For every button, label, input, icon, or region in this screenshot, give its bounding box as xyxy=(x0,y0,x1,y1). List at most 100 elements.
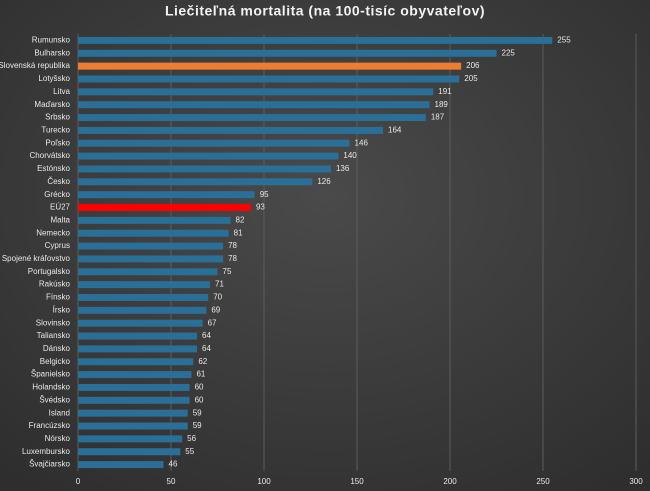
bar xyxy=(78,126,384,134)
bar xyxy=(78,139,350,147)
bar xyxy=(78,36,553,44)
value-label: 56 xyxy=(187,434,196,443)
y-tick-label: Belgicko xyxy=(40,357,71,366)
y-tick-label: Malta xyxy=(50,215,70,224)
value-label: 95 xyxy=(260,190,269,199)
bar xyxy=(78,409,188,417)
value-label: 61 xyxy=(196,370,205,379)
y-tick-label: Švajčiarsko xyxy=(29,460,70,469)
bar xyxy=(78,165,331,173)
y-tick-label: Portugalsko xyxy=(28,267,71,276)
bar xyxy=(78,152,339,160)
bar xyxy=(78,88,434,96)
bar xyxy=(78,396,190,404)
bar xyxy=(78,255,224,263)
x-tick-label: 50 xyxy=(167,477,176,486)
value-label: 82 xyxy=(236,215,245,224)
y-tick-label: Holandsko xyxy=(32,383,70,392)
y-tick-label: Srbsko xyxy=(45,113,70,122)
x-tick-label: 150 xyxy=(350,477,364,486)
y-tick-label: Nemecko xyxy=(36,228,70,237)
value-label: 140 xyxy=(343,151,357,160)
bar xyxy=(78,242,224,250)
x-tick-label: 100 xyxy=(257,477,271,486)
bar xyxy=(78,319,203,327)
value-label: 225 xyxy=(502,48,516,57)
value-label: 93 xyxy=(256,203,265,212)
bar xyxy=(78,191,255,199)
value-label: 59 xyxy=(193,421,202,430)
y-tick-label: Nórsko xyxy=(45,434,71,443)
x-tick-label: 0 xyxy=(76,477,81,486)
bar xyxy=(78,293,209,301)
y-tick-label: Švédsko xyxy=(39,395,70,404)
bar xyxy=(78,448,181,456)
y-tick-label: Bulharsko xyxy=(34,48,70,57)
bar xyxy=(78,114,426,122)
x-tick-label: 300 xyxy=(629,477,643,486)
value-label: 189 xyxy=(435,100,449,109)
y-tick-label: Cyprus xyxy=(45,241,70,250)
y-tick-label: Dánsko xyxy=(43,344,71,353)
y-tick-label: EÚ27 xyxy=(50,203,71,212)
bar xyxy=(78,204,251,212)
y-tick-label: Rakúsko xyxy=(39,280,71,289)
value-label: 60 xyxy=(195,383,204,392)
value-label: 255 xyxy=(557,36,571,45)
value-label: 206 xyxy=(466,61,480,70)
bar xyxy=(78,178,313,186)
value-label: 164 xyxy=(388,126,402,135)
value-label: 70 xyxy=(213,293,222,302)
y-tick-label: Luxembursko xyxy=(22,447,71,456)
y-tick-label: Slovinsko xyxy=(36,318,71,327)
y-tick-label: Maďarsko xyxy=(34,100,70,109)
value-label: 64 xyxy=(202,331,211,340)
bar xyxy=(78,461,164,469)
x-tick-label: 200 xyxy=(443,477,457,486)
y-tick-label: Írsko xyxy=(53,305,71,314)
value-label: 187 xyxy=(431,113,445,122)
chart-title: Liečiteľná mortalita (na 100-tisíc obyva… xyxy=(165,3,485,19)
bar xyxy=(78,371,192,379)
value-label: 67 xyxy=(208,318,217,327)
bar xyxy=(78,383,190,391)
value-label: 59 xyxy=(193,408,202,417)
bar xyxy=(78,268,218,276)
y-tick-label: Chorvátsko xyxy=(30,151,71,160)
y-tick-label: Fínsko xyxy=(46,293,71,302)
value-label: 55 xyxy=(185,447,194,456)
bar xyxy=(78,49,497,57)
value-label: 64 xyxy=(202,344,211,353)
y-tick-label: Rumunsko xyxy=(32,36,71,45)
bar xyxy=(78,62,462,70)
y-tick-label: Španielsko xyxy=(31,370,71,379)
value-label: 146 xyxy=(355,138,369,147)
y-tick-label: Turecko xyxy=(41,126,70,135)
bar xyxy=(78,345,198,353)
bar xyxy=(78,358,194,366)
y-tick-label: Lotyšsko xyxy=(38,74,70,83)
bar xyxy=(78,332,198,340)
y-tick-label: Poľsko xyxy=(45,138,70,147)
y-tick-label: Taliansko xyxy=(37,331,71,340)
bar xyxy=(78,75,460,83)
bar xyxy=(78,435,183,443)
value-label: 78 xyxy=(228,241,237,250)
value-label: 191 xyxy=(438,87,452,96)
x-tick-label: 250 xyxy=(536,477,550,486)
bar xyxy=(78,306,207,314)
y-tick-label: Slovenská republika xyxy=(0,61,71,70)
y-tick-label: Grécko xyxy=(44,190,70,199)
y-tick-label: Estónsko xyxy=(37,164,70,173)
y-tick-label: Česko xyxy=(47,177,70,186)
value-label: 126 xyxy=(317,177,331,186)
y-tick-label: Litva xyxy=(53,87,70,96)
value-label: 136 xyxy=(336,164,350,173)
y-tick-label: Island xyxy=(49,408,70,417)
bar xyxy=(78,229,229,237)
value-label: 205 xyxy=(464,74,478,83)
value-label: 78 xyxy=(228,254,237,263)
bar xyxy=(78,281,211,289)
bar xyxy=(78,101,430,109)
